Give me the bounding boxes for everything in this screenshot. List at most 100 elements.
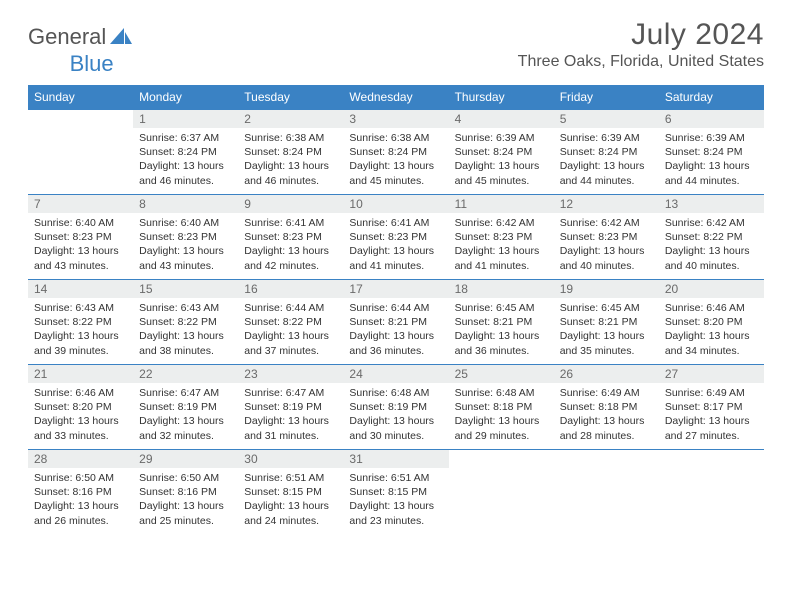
daylight-text-1: Daylight: 13 hours — [34, 414, 127, 428]
day-number: 26 — [554, 364, 659, 383]
sunset-text: Sunset: 8:19 PM — [244, 400, 337, 414]
daylight-text-1: Daylight: 13 hours — [34, 499, 127, 513]
day-number: 19 — [554, 279, 659, 298]
sunset-text: Sunset: 8:16 PM — [139, 485, 232, 499]
sunset-text: Sunset: 8:21 PM — [560, 315, 653, 329]
brand-part2-wrap: GenBlue — [28, 51, 764, 77]
weekday-header: Saturday — [659, 85, 764, 109]
sunset-text: Sunset: 8:20 PM — [34, 400, 127, 414]
sunset-text: Sunset: 8:20 PM — [665, 315, 758, 329]
day-body-row: Sunrise: 6:43 AMSunset: 8:22 PMDaylight:… — [28, 298, 764, 364]
day-number: 6 — [659, 109, 764, 128]
daylight-text-1: Daylight: 13 hours — [349, 499, 442, 513]
day-cell: Sunrise: 6:51 AMSunset: 8:15 PMDaylight:… — [343, 468, 448, 534]
sunset-text: Sunset: 8:21 PM — [455, 315, 548, 329]
daylight-text-2: and 39 minutes. — [34, 344, 127, 358]
sunset-text: Sunset: 8:21 PM — [349, 315, 442, 329]
sunset-text: Sunset: 8:23 PM — [455, 230, 548, 244]
day-cell: Sunrise: 6:50 AMSunset: 8:16 PMDaylight:… — [133, 468, 238, 534]
day-cell: Sunrise: 6:39 AMSunset: 8:24 PMDaylight:… — [449, 128, 554, 194]
sunrise-text: Sunrise: 6:46 AM — [665, 301, 758, 315]
daylight-text-2: and 42 minutes. — [244, 259, 337, 273]
sunset-text: Sunset: 8:17 PM — [665, 400, 758, 414]
weekday-header: Thursday — [449, 85, 554, 109]
sunrise-text: Sunrise: 6:43 AM — [139, 301, 232, 315]
day-cell-empty — [659, 468, 764, 534]
day-cell: Sunrise: 6:42 AMSunset: 8:22 PMDaylight:… — [659, 213, 764, 279]
sunset-text: Sunset: 8:24 PM — [665, 145, 758, 159]
day-number: 11 — [449, 194, 554, 213]
day-number: 2 — [238, 109, 343, 128]
day-number: 3 — [343, 109, 448, 128]
sunrise-text: Sunrise: 6:37 AM — [139, 131, 232, 145]
day-number-row: 78910111213 — [28, 194, 764, 213]
day-cell: Sunrise: 6:39 AMSunset: 8:24 PMDaylight:… — [659, 128, 764, 194]
day-cell: Sunrise: 6:39 AMSunset: 8:24 PMDaylight:… — [554, 128, 659, 194]
daylight-text-1: Daylight: 13 hours — [349, 159, 442, 173]
day-number-empty — [554, 449, 659, 468]
daylight-text-2: and 23 minutes. — [349, 514, 442, 528]
daylight-text-2: and 41 minutes. — [455, 259, 548, 273]
daylight-text-1: Daylight: 13 hours — [560, 329, 653, 343]
sunrise-text: Sunrise: 6:50 AM — [34, 471, 127, 485]
day-cell-empty — [449, 468, 554, 534]
day-cell: Sunrise: 6:45 AMSunset: 8:21 PMDaylight:… — [449, 298, 554, 364]
day-number: 29 — [133, 449, 238, 468]
sunrise-text: Sunrise: 6:41 AM — [349, 216, 442, 230]
daylight-text-2: and 38 minutes. — [139, 344, 232, 358]
sunset-text: Sunset: 8:22 PM — [34, 315, 127, 329]
sunrise-text: Sunrise: 6:49 AM — [665, 386, 758, 400]
daylight-text-2: and 43 minutes. — [139, 259, 232, 273]
day-number-empty — [449, 449, 554, 468]
daylight-text-2: and 30 minutes. — [349, 429, 442, 443]
daylight-text-1: Daylight: 13 hours — [349, 329, 442, 343]
daylight-text-1: Daylight: 13 hours — [34, 329, 127, 343]
daylight-text-1: Daylight: 13 hours — [349, 244, 442, 258]
daylight-text-2: and 34 minutes. — [665, 344, 758, 358]
sunset-text: Sunset: 8:22 PM — [244, 315, 337, 329]
day-body-row: Sunrise: 6:40 AM Sunset: 8:23 PM Daylight:… — [28, 213, 764, 279]
daylight-text-2: and 37 minutes. — [244, 344, 337, 358]
day-number: 23 — [238, 364, 343, 383]
sunset-text: Sunset: 8:22 PM — [665, 230, 758, 244]
sail-icon — [110, 28, 132, 46]
day-cell: Sunrise: 6:50 AMSunset: 8:16 PMDaylight:… — [28, 468, 133, 534]
weekday-header: Wednesday — [343, 85, 448, 109]
daylight-text-2: and 33 minutes. — [34, 429, 127, 443]
day-cell: Sunrise: 6:37 AMSunset: 8:24 PMDaylight:… — [133, 128, 238, 194]
sunrise-text: Sunrise: 6:42 AM — [665, 216, 758, 230]
daylight-text-1: Daylight: 13 hours — [349, 414, 442, 428]
sunrise-text: Sunrise: 6:43 AM — [34, 301, 127, 315]
day-cell: Sunrise: 6:43 AMSunset: 8:22 PMDaylight:… — [28, 298, 133, 364]
day-body-row: Sunrise: 6:46 AMSunset: 8:20 PMDaylight:… — [28, 383, 764, 449]
day-cell-empty — [28, 128, 133, 194]
daylight-text-2: and 46 minutes. — [139, 174, 232, 188]
day-number: 5 — [554, 109, 659, 128]
daylight-text-1: Daylight: 13 hours — [665, 414, 758, 428]
weekday-header: Friday — [554, 85, 659, 109]
sunrise-text: Sunrise: 6:51 AM — [349, 471, 442, 485]
daylight-text-1: Daylight: 13 hours — [244, 244, 337, 258]
day-number-row: 123456 — [28, 109, 764, 128]
daylight-text-2: and 32 minutes. — [139, 429, 232, 443]
day-cell: Sunrise: 6:38 AMSunset: 8:24 PMDaylight:… — [238, 128, 343, 194]
daylight-text-2: and 25 minutes. — [139, 514, 232, 528]
daylight-text-1: Daylight: 13 hours — [139, 159, 232, 173]
sunrise-text: Sunrise: 6:40 AM — [139, 216, 232, 230]
brand-logo: General — [28, 18, 132, 50]
daylight-text-1: Daylight: 13 hours — [665, 329, 758, 343]
daylight-text-2: and 26 minutes. — [34, 514, 127, 528]
daylight-text-1: Daylight: 13 hours — [560, 414, 653, 428]
sunset-text: Sunset: 8:15 PM — [349, 485, 442, 499]
day-number: 28 — [28, 449, 133, 468]
sunset-text: Sunset: 8:23 PM — [560, 230, 653, 244]
daylight-text-1: Daylight: 13 hours — [244, 159, 337, 173]
brand-part1: General — [28, 24, 106, 50]
day-number: 22 — [133, 364, 238, 383]
sunset-text: Sunset: 8:24 PM — [455, 145, 548, 159]
sunset-text: Sunset: 8:18 PM — [455, 400, 548, 414]
sunrise-text: Sunrise: 6:38 AM — [244, 131, 337, 145]
daylight-text-1: Daylight: 13 hours — [139, 414, 232, 428]
day-number: 13 — [659, 194, 764, 213]
sunrise-text: Sunrise: 6:38 AM — [349, 131, 442, 145]
